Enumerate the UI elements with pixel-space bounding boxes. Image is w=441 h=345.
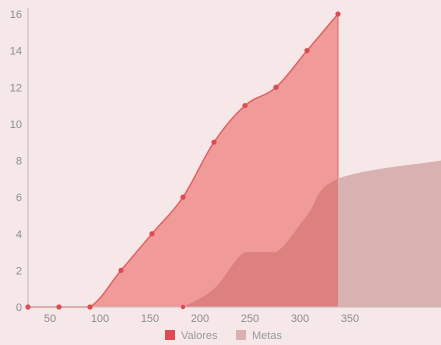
points-layer — [25, 11, 341, 310]
x-tick-label: 300 — [291, 313, 309, 325]
metas-area-extended — [338, 160, 441, 307]
valores-area — [28, 14, 338, 307]
x-tick-label: 200 — [191, 313, 209, 325]
valores-point — [56, 304, 62, 310]
valores-point — [211, 139, 217, 145]
valores-point — [149, 231, 155, 237]
valores-point — [180, 194, 186, 200]
metas-point — [180, 304, 186, 310]
valores-point — [335, 11, 341, 17]
y-tick-label: 0 — [16, 302, 22, 314]
x-tick-label: 100 — [91, 313, 109, 325]
x-tick-label: 350 — [341, 313, 359, 325]
legend-swatch — [165, 330, 175, 340]
valores-point — [87, 304, 93, 310]
y-tick-label: 14 — [10, 46, 22, 58]
valores-point — [118, 267, 124, 273]
legend-swatch — [236, 330, 246, 340]
y-tick-label: 6 — [16, 192, 22, 204]
y-tick-label: 8 — [16, 156, 22, 168]
y-tick-label: 16 — [10, 9, 22, 21]
valores-point — [242, 102, 248, 109]
area-layer — [27, 13, 441, 308]
metas-area — [183, 178, 338, 307]
x-tick-label: 250 — [241, 313, 259, 325]
y-tick-label: 10 — [10, 119, 22, 131]
tick-labels: 0 2 4 6 8 10 12 14 16 50 100 150 200 250 300 350 — [10, 9, 359, 325]
y-tick-label: 12 — [10, 82, 22, 94]
valores-point — [304, 48, 310, 54]
legend[interactable]: Valores Metas — [165, 330, 282, 342]
y-tick-label: 2 — [16, 265, 22, 277]
valores-point — [25, 304, 31, 310]
x-tick-label: 50 — [44, 313, 56, 325]
legend-label: Metas — [252, 330, 282, 342]
y-tick-label: 4 — [16, 229, 22, 241]
valores-point — [273, 84, 279, 90]
axes-layer — [27, 8, 441, 308]
legend-label: Valores — [181, 330, 218, 342]
x-tick-label: 150 — [141, 313, 159, 325]
